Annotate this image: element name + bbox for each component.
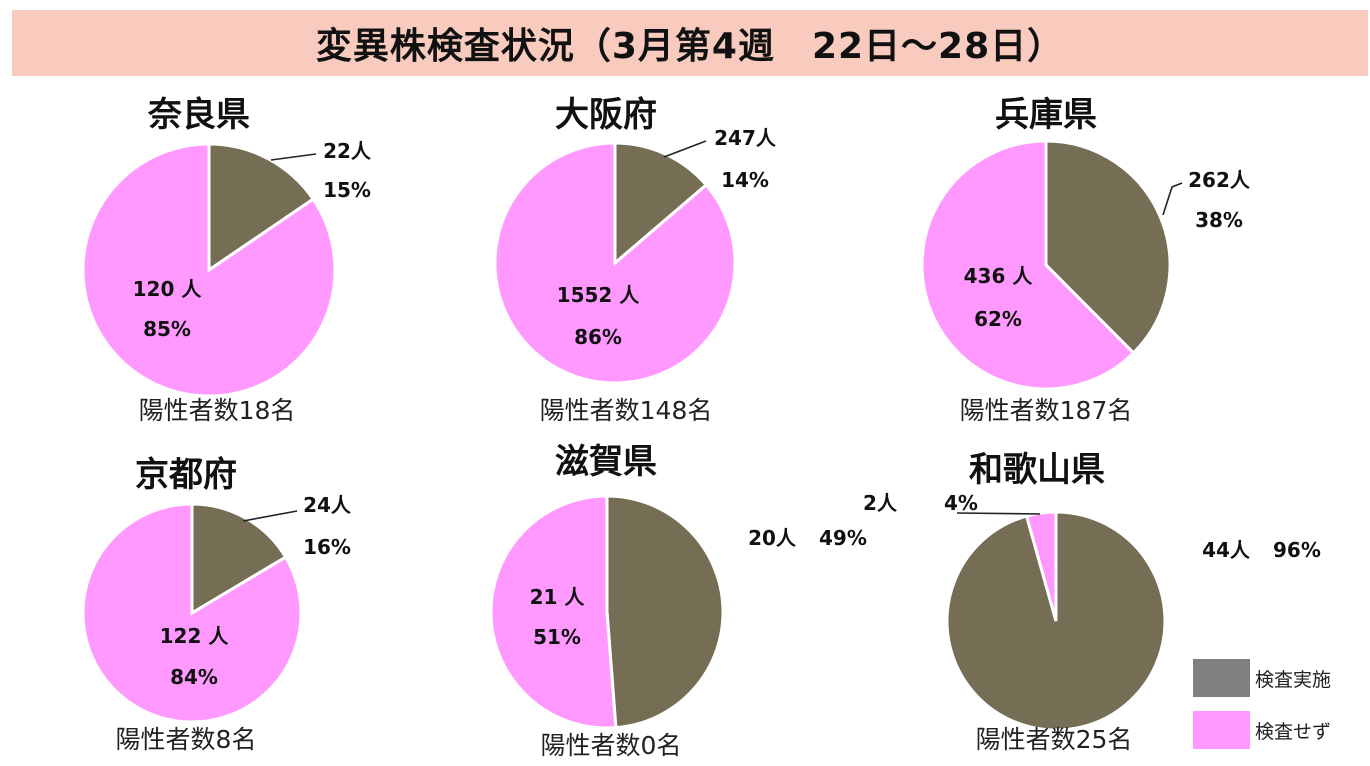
slice-count-label: 24人 [303,493,352,517]
slice-percent-label: 85% [143,317,191,341]
leader-line [1162,182,1183,216]
page-title: 変異株検査状況（3月第4週 22日～28日） [315,26,1065,67]
positive-count: 陽性者数148名 [540,396,713,425]
legend: 検査実施 検査せず [1193,659,1331,749]
positive-count: 陽性者数25名 [976,725,1133,754]
leader-line [270,153,317,161]
legend-label-tested: 検査実施 [1255,669,1331,691]
pie-slice-tested [207,142,316,273]
leader-line [956,512,1041,515]
pie-slice-untested [81,502,303,724]
positive-count: 陽性者数187名 [960,396,1133,425]
slice-percent-label: 62% [974,307,1022,331]
slice-percent-label: 14% [721,168,769,192]
chart-title: 大阪府 [555,95,657,135]
slice-percent-label: 86% [574,325,622,349]
leader-line [663,140,707,158]
pie-slice-untested [489,494,618,730]
pie-slice-untested [1024,510,1058,622]
slice-count-label: 1552 人 [557,283,641,307]
pie-slice-untested [81,142,337,398]
pie-slice-tested [605,494,725,730]
slice-count-label: 262人 [1188,168,1251,192]
positive-count: 陽性者数18名 [139,396,296,425]
chart-title: 滋賀県 [555,442,657,482]
positive-count: 陽性者数8名 [116,725,257,754]
slice-count-label: 120 人 [133,277,203,301]
slice-count-label: 21 人 [530,585,586,609]
chart-title: 奈良県 [147,95,250,135]
leader-line [242,510,298,522]
pie-slice-untested [493,141,737,385]
slice-count-label: 122 人 [160,624,230,648]
slice-percent-label: 38% [1195,208,1243,232]
legend-label-untested: 検査せず [1255,721,1331,743]
pie-slice-tested [190,502,288,616]
positive-count: 陽性者数0名 [541,731,682,760]
slice-count-label: 247人 [714,126,777,150]
slice-count-label: 436 人 [964,264,1034,288]
chart-title: 和歌山県 [969,450,1105,490]
slice-percent-label: 49% [819,526,867,550]
pie-slice-untested [920,139,1136,391]
chart-title: 京都府 [135,455,237,495]
slice-percent-label: 15% [323,178,371,202]
pie-slice-tested [1044,139,1172,356]
slice-percent-label: 16% [303,535,351,559]
title-bar: 変異株検査状況（3月第4週 22日～28日） [12,10,1368,76]
slice-count-label: 20人 [748,526,797,550]
slice-percent-label: 4% [944,491,978,515]
slice-count-label: 22人 [323,139,372,163]
slice-count-label: 44人 [1202,538,1251,562]
pie-slice-tested [613,141,709,267]
slice-percent-label: 51% [533,625,581,649]
slice-percent-label: 84% [170,665,218,689]
slice-percent-label: 96% [1273,538,1321,562]
legend-swatch-tested [1193,659,1250,697]
slice-count-label: 2人 [863,491,898,515]
chart-title: 兵庫県 [995,95,1097,135]
legend-swatch-untested [1193,711,1250,749]
